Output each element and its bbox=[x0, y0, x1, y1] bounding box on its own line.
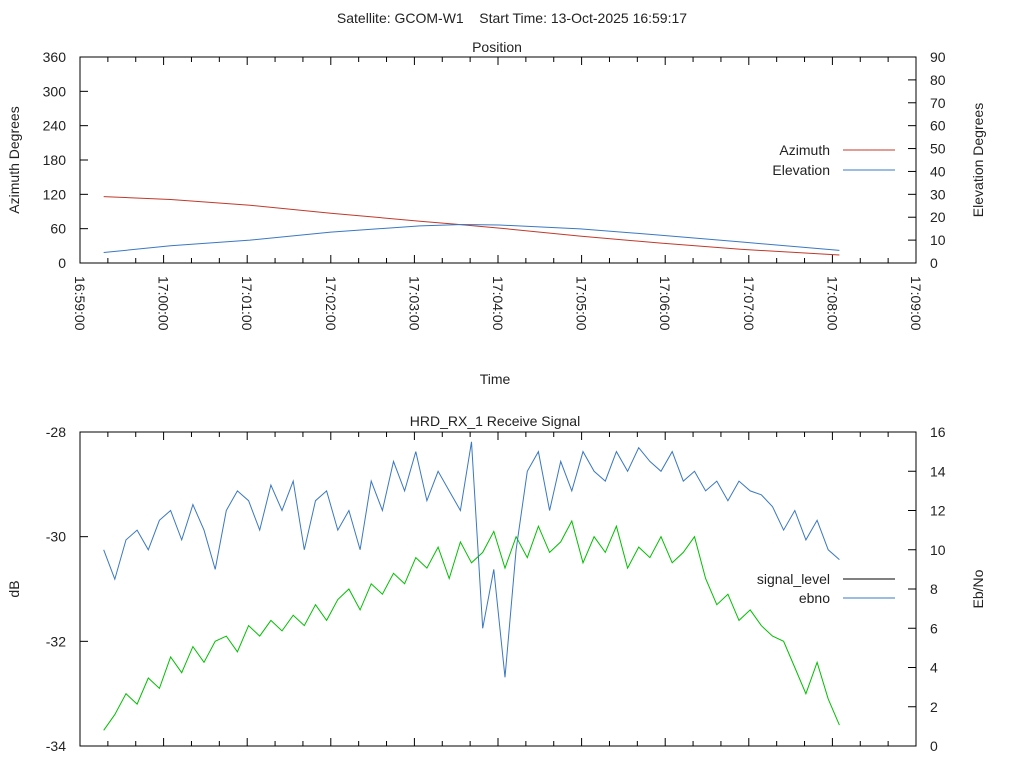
position-y2-tick-label: 90 bbox=[930, 49, 946, 65]
signal-y2-tick-label: 0 bbox=[930, 738, 938, 754]
legend-label-elevation: Elevation bbox=[772, 162, 830, 178]
signal-y2-tick-label: 4 bbox=[930, 660, 938, 676]
position-y2label: Elevation Degrees bbox=[970, 103, 986, 217]
x-tick-label: 17:00:00 bbox=[156, 276, 172, 331]
legend-label-ebno: ebno bbox=[799, 590, 830, 606]
signal-y2-tick-label: 6 bbox=[930, 620, 938, 636]
position-ylabel: Azimuth Degrees bbox=[6, 106, 22, 213]
x-tick-label: 17:08:00 bbox=[824, 276, 840, 331]
position-y2-tick-label: 50 bbox=[930, 141, 946, 157]
x-tick-label: 17:02:00 bbox=[323, 276, 339, 331]
position-y2-tick-label: 40 bbox=[930, 163, 946, 179]
position-chart: Position Azimuth Degrees Elevation Degre… bbox=[6, 39, 986, 387]
position-y-tick-label: 60 bbox=[50, 221, 66, 237]
legend-label-signal-level: signal_level bbox=[757, 571, 830, 587]
position-xlabel: Time bbox=[480, 371, 511, 387]
x-tick-label: 17:07:00 bbox=[741, 276, 757, 331]
page-title: Satellite: GCOM-W1 Start Time: 13-Oct-20… bbox=[337, 10, 687, 26]
signal-plot-frame bbox=[79, 431, 917, 747]
position-y2-tick-label: 70 bbox=[930, 95, 946, 111]
signal-y-tick-label: -30 bbox=[46, 529, 66, 545]
signal-y2label: Eb/No bbox=[970, 569, 986, 608]
series-line-elevation bbox=[103, 223, 840, 253]
position-title: Position bbox=[472, 39, 522, 55]
signal-y2-tick-label: 2 bbox=[930, 699, 938, 715]
series-line-signal-level bbox=[103, 519, 840, 731]
x-tick-label: 17:03:00 bbox=[406, 276, 422, 331]
signal-y-tick-label: -32 bbox=[46, 633, 66, 649]
series-line-ebno bbox=[103, 441, 840, 678]
signal-y2-tick-label: 16 bbox=[930, 424, 946, 440]
signal-title: HRD_RX_1 Receive Signal bbox=[410, 413, 580, 429]
position-y2-tick-label: 20 bbox=[930, 209, 946, 225]
x-tick-label: 17:05:00 bbox=[574, 276, 590, 331]
position-y2-tick-label: 10 bbox=[930, 232, 946, 248]
signal-y-tick-label: -34 bbox=[46, 738, 66, 754]
position-y2-tick-label: 80 bbox=[930, 72, 946, 88]
signal-y2-tick-label: 12 bbox=[930, 503, 946, 519]
x-tick-label: 17:04:00 bbox=[490, 276, 506, 331]
x-tick-label: 17:01:00 bbox=[239, 276, 255, 331]
position-y-tick-label: 0 bbox=[58, 255, 66, 271]
position-y2-tick-label: 30 bbox=[930, 186, 946, 202]
signal-y2-tick-label: 8 bbox=[930, 581, 938, 597]
position-legend: Azimuth Elevation bbox=[772, 142, 895, 178]
signal-ylabel: dB bbox=[6, 580, 22, 597]
position-y2-tick-label: 0 bbox=[930, 255, 938, 271]
position-y-tick-label: 180 bbox=[43, 152, 67, 168]
signal-legend: signal_level ebno bbox=[757, 571, 895, 606]
position-y-tick-label: 120 bbox=[43, 186, 67, 202]
position-y2-tick-label: 60 bbox=[930, 118, 946, 134]
signal-y2-tick-label: 10 bbox=[930, 542, 946, 558]
position-y-tick-label: 360 bbox=[43, 49, 67, 65]
series-line-azimuth bbox=[103, 196, 840, 256]
position-y-tick-label: 300 bbox=[43, 83, 67, 99]
position-plot-frame bbox=[79, 56, 917, 264]
legend-label-azimuth: Azimuth bbox=[779, 142, 830, 158]
signal-y-tick-label: -28 bbox=[46, 424, 66, 440]
x-tick-label: 16:59:00 bbox=[72, 276, 88, 331]
x-tick-label: 17:06:00 bbox=[657, 276, 673, 331]
position-y-tick-label: 240 bbox=[43, 118, 67, 134]
signal-y2-tick-label: 14 bbox=[930, 463, 946, 479]
x-tick-label: 17:09:00 bbox=[908, 276, 924, 331]
signal-chart: HRD_RX_1 Receive Signal dB Eb/No -34 -32 -… bbox=[6, 413, 986, 754]
